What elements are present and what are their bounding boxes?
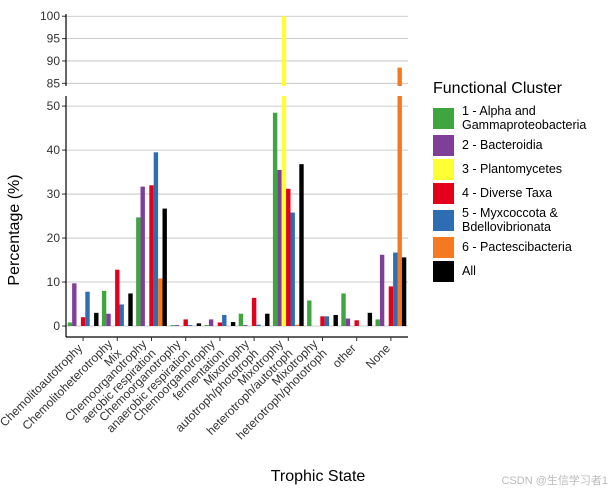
bar [187,325,193,327]
bar [299,164,304,327]
bar [281,16,287,86]
bar [294,324,300,327]
bar [204,325,209,327]
legend-label: 2 - Bacteroidia [462,138,543,152]
bar [333,315,338,327]
bar [67,322,73,327]
bar [196,323,202,327]
bar [222,315,227,327]
y-tick-label: 85 [47,76,61,90]
bar [354,320,359,327]
bar [136,217,141,327]
bar [281,96,287,327]
bar [251,297,257,327]
bar [265,313,270,327]
legend-key [433,134,454,156]
x-tick-label: other [330,341,359,370]
bar [153,152,159,327]
bar [162,208,167,327]
y-tick-label: 40 [47,143,61,157]
legend-entry: 3 - Plantomycetes [433,158,608,180]
y-axis-title: Percentage (%) [6,174,23,285]
bar [272,112,278,327]
x-axis-title: Trophic State [271,468,366,485]
bar [243,325,248,327]
bar [85,291,90,327]
legend-key [433,236,454,258]
y-tick-label: 30 [47,187,61,201]
bar [183,319,188,327]
bars-lower [67,96,407,327]
y-tick-label: 0 [53,319,60,333]
legend: Functional Cluster 1 - Alpha and Gammapr… [433,80,608,284]
legend-key [433,209,454,231]
x-tick-label: None [363,341,393,371]
bar [208,319,214,327]
legend-entry: 5 - Myxcoccota & Bdellovibrionata [433,206,608,234]
y-tick-label: 95 [47,32,61,46]
y-tick-label: 50 [47,99,61,113]
bar [367,312,373,327]
legend-entry: 1 - Alpha and Gammaproteobacteria [433,104,608,132]
legend-label: All [462,264,476,278]
bar [393,252,398,327]
y-tick-label: 20 [47,231,61,245]
y-tick-label: 90 [47,54,61,68]
bar [307,300,312,327]
legend-title: Functional Cluster [433,80,562,97]
legend-key [433,182,454,204]
bar [217,322,223,327]
bar [341,293,346,327]
bar [379,254,385,327]
legend-entry: 6 - Pactescibacteria [433,236,608,258]
bar [230,322,236,327]
legend-label: 5 - Myxcoccota & Bdellovibrionata [462,206,558,234]
bar [140,186,145,327]
bar [106,313,111,327]
bar [401,257,407,327]
bar [290,212,295,327]
bar [119,304,124,327]
y-tick-label: 100 [40,9,60,23]
bar [345,318,351,327]
legend-label: 4 - Diverse Taxa [462,186,553,200]
bar [286,188,291,327]
bar [170,325,175,327]
bar [397,67,402,86]
legend-key [433,158,454,180]
legend-key [433,107,454,129]
bar [256,324,261,327]
bar [277,169,282,327]
legend-key [433,260,454,282]
legend-entry: 4 - Diverse Taxa [433,182,608,204]
bar [324,316,330,327]
legend-entry: All [433,260,608,282]
y-tick-label: 10 [47,275,61,289]
bar [158,278,163,327]
bar [94,312,99,327]
bar [320,316,325,327]
watermark: CSDN @生信学习者1 [501,473,608,487]
bar [72,283,77,327]
bar [174,325,180,327]
bars-upper [281,16,402,86]
bar [128,293,133,327]
bar [101,290,107,327]
bar [80,317,86,327]
bar [397,96,402,327]
legend-entry: 2 - Bacteroidia [433,134,608,156]
legend-label: 6 - Pactescibacteria [462,240,572,254]
bar [388,286,394,327]
bar [115,269,120,327]
legend-label: 1 - Alpha and Gammaproteobacteria [462,104,587,132]
bar [375,319,380,327]
bar [238,313,244,327]
bar [149,185,154,327]
legend-label: 3 - Plantomycetes [462,162,563,176]
